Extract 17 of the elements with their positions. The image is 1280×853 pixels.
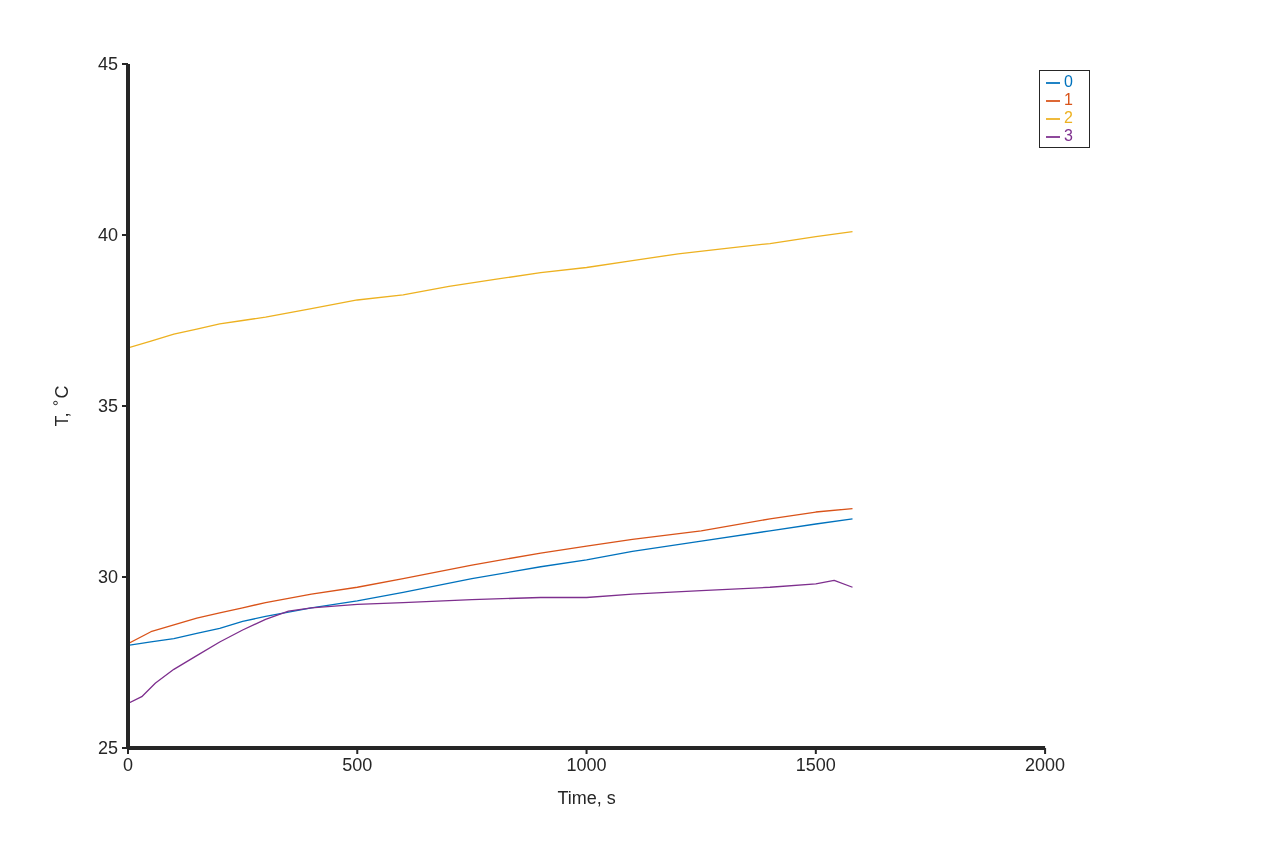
y-tick-label: 45 xyxy=(97,54,118,75)
y-tick-label: 25 xyxy=(97,738,118,759)
legend-label: 2 xyxy=(1064,109,1073,126)
line-series xyxy=(128,230,854,349)
x-axis-title: Time, s xyxy=(557,788,616,808)
y-tick-label: 40 xyxy=(97,225,118,246)
y-tick-label: 35 xyxy=(97,396,118,417)
x-tick-label: 1000 xyxy=(566,754,607,775)
y-tick-label: 30 xyxy=(97,567,118,588)
x-tick-label: 1500 xyxy=(795,754,836,775)
x-tick-label: 2000 xyxy=(1025,754,1066,775)
line-series xyxy=(128,579,854,705)
legend-label: 0 xyxy=(1064,73,1073,90)
legend-label: 3 xyxy=(1064,127,1073,144)
x-tick-label: 0 xyxy=(122,754,134,775)
x-tick-label: 500 xyxy=(342,754,373,775)
legend-label: 1 xyxy=(1064,91,1073,108)
